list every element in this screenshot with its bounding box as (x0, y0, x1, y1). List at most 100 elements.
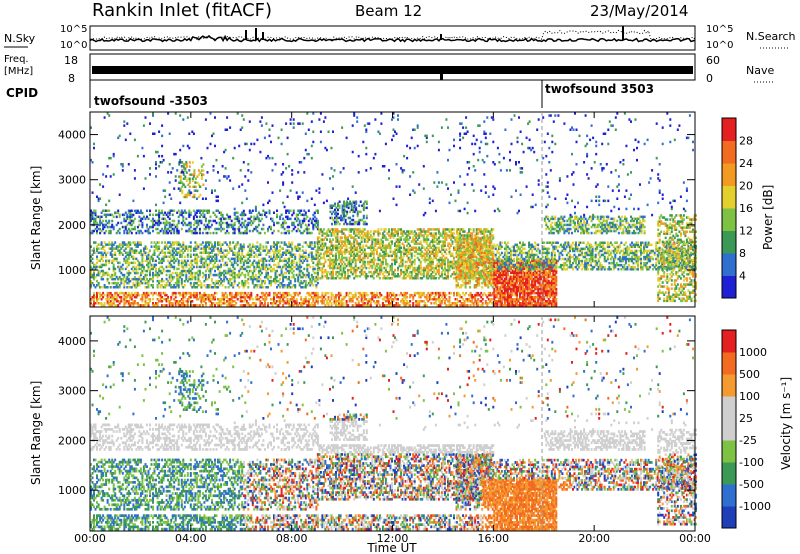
heatmap-cell (270, 255, 272, 258)
heatmap-cell (327, 298, 330, 301)
heatmap-cell (276, 247, 278, 250)
heatmap-cell (443, 256, 446, 260)
heatmap-cell (191, 293, 194, 297)
heatmap-cell (377, 300, 380, 303)
heatmap-cell (280, 267, 283, 271)
heatmap-cell (236, 219, 239, 223)
heatmap-cell (120, 243, 123, 246)
heatmap-cell (474, 300, 477, 303)
heatmap-cell (204, 261, 207, 265)
heatmap-cell (357, 244, 360, 247)
heatmap-cell (306, 267, 309, 271)
heatmap-cell (141, 259, 144, 263)
heatmap-cell (298, 261, 301, 265)
heatmap-cell (247, 295, 250, 299)
heatmap-cell (447, 300, 449, 303)
heatmap-cell (244, 255, 247, 258)
heatmap-cell (289, 243, 292, 246)
heatmap-cell (226, 249, 229, 252)
heatmap-cell (315, 279, 318, 283)
heatmap-cell (147, 267, 150, 271)
heatmap-cell (230, 291, 233, 295)
heatmap-cell (211, 293, 213, 297)
heatmap-cell (292, 253, 295, 256)
heatmap-cell (111, 245, 114, 248)
heatmap-cell (336, 293, 339, 297)
heatmap-cell (442, 277, 445, 280)
heatmap-cell (147, 286, 150, 289)
heatmap-cell (465, 291, 468, 295)
heatmap-cell (375, 291, 378, 295)
heatmap-cell (351, 254, 354, 258)
heatmap-cell (388, 270, 390, 274)
heatmap-cell (93, 247, 95, 250)
heatmap-cell (265, 286, 268, 289)
heatmap-cell (406, 244, 409, 247)
heatmap-cell (313, 257, 316, 261)
heatmap-cell (212, 247, 215, 250)
heatmap-cell (386, 246, 389, 249)
heatmap-cell (91, 231, 94, 235)
heatmap-cell (356, 298, 359, 301)
heatmap-cell (215, 291, 218, 295)
heatmap-cell (253, 251, 256, 254)
heatmap-cell (283, 265, 286, 269)
heatmap-cell (383, 236, 386, 239)
heatmap-cell (117, 261, 120, 265)
heatmap-cell (238, 281, 241, 285)
heatmap-cell (196, 181, 199, 184)
heatmap-cell (477, 304, 480, 307)
heatmap-cell (241, 259, 244, 263)
heatmap-cell (238, 221, 241, 225)
heatmap-cell (226, 304, 229, 307)
heatmap-cell (398, 256, 401, 260)
heatmap-cell (338, 252, 341, 256)
heatmap-cell (150, 257, 153, 261)
heatmap-cell (184, 163, 187, 166)
heatmap-cell (141, 221, 144, 225)
heatmap-cell (386, 238, 389, 241)
heatmap-cell (401, 300, 404, 303)
heatmap-cell (189, 241, 192, 244)
heatmap-cell (164, 231, 167, 235)
heatmap-cell (436, 304, 439, 307)
heatmap-cell (103, 225, 106, 229)
heatmap-cell (183, 211, 186, 214)
heatmap-cell (158, 217, 161, 221)
heatmap-cell (212, 245, 215, 248)
heatmap-cell (403, 232, 406, 235)
heatmap-cell (144, 286, 147, 289)
heatmap-cell (447, 234, 449, 237)
heatmap-cell (271, 249, 274, 252)
heatmap-cell (279, 253, 282, 256)
heatmap-cell (265, 211, 268, 214)
heatmap-cell (158, 219, 161, 223)
heatmap-cell (310, 243, 313, 246)
heatmap-cell (434, 248, 437, 251)
heatmap-cell (303, 259, 306, 263)
heatmap-cell (303, 302, 306, 305)
heatmap-cell (208, 257, 210, 261)
heatmap-cell (267, 302, 269, 305)
heatmap-cell (410, 240, 413, 243)
heatmap-cell (267, 251, 269, 254)
heatmap-cell (425, 252, 428, 256)
heatmap-cell (383, 256, 386, 260)
heatmap-cell (288, 291, 291, 295)
heatmap-cell (292, 291, 295, 295)
heatmap-cell (90, 271, 92, 275)
heatmap-cell (224, 231, 227, 235)
heatmap-cell (353, 254, 356, 258)
heatmap-cell (132, 241, 135, 244)
heatmap-cell (90, 215, 92, 219)
heatmap-cell (251, 302, 254, 305)
heatmap-cell (369, 270, 372, 274)
heatmap-cell (167, 300, 170, 303)
heatmap-cell (422, 270, 425, 274)
heatmap-cell (197, 221, 200, 225)
heatmap-cell (291, 229, 294, 233)
heatmap-cell (194, 286, 197, 289)
heatmap-cell (433, 291, 436, 295)
heatmap-cell (197, 273, 200, 277)
heatmap-cell (136, 304, 139, 307)
